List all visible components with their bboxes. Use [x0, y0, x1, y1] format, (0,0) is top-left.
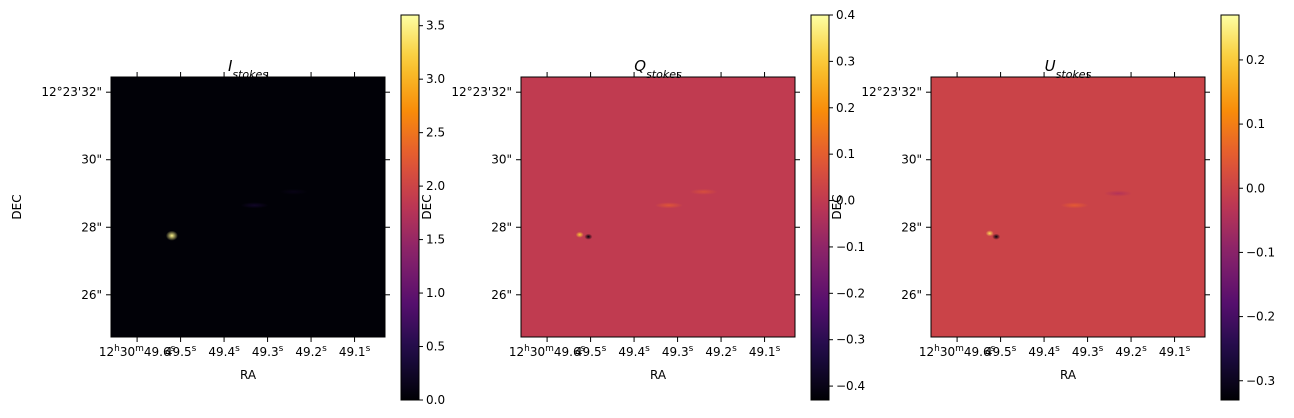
stokes-q-x-tick-label: 49.5s [575, 344, 607, 359]
stokes-u-x-axis-label: RA [1060, 368, 1077, 382]
stokes-u-colorbar [1220, 14, 1240, 401]
stokes-u-y-tick-label: 26" [901, 288, 922, 302]
panel-stokes-i: 12h30m49.6s 49.5s 49.4s 49.3s 49.2s 49.1s 12°2… [0, 0, 445, 418]
stokes-q-colorbar-tick-label: −0.1 [836, 240, 865, 254]
stokes-i-y-tick-label: 26" [81, 288, 102, 302]
stokes-u-colorbar-tick-label: −0.2 [1246, 310, 1275, 324]
stokes-i-x-tick-label: 49.3s [252, 344, 284, 359]
stokes-u-x-tick-label: 49.2s [1115, 344, 1147, 359]
stokes-u-x-tick-label: 49.4s [1028, 344, 1060, 359]
stokes-i-colorbar-tick-label: 2.5 [426, 126, 445, 140]
stokes-i-y-tick-label: 28" [81, 220, 102, 234]
stokes-i-colorbar-tick-label: 3.5 [426, 19, 445, 33]
stokes-i-colorbar-tick-label: 0.0 [426, 393, 445, 407]
stokes-i-y-tick-label: 30" [81, 153, 102, 167]
stokes-q-y-axis-label: DEC [420, 194, 434, 219]
stokes-q-y-tick-label: 12°23'32" [451, 85, 512, 99]
stokes-q-colorbar [810, 14, 830, 401]
stokes-q-colorbar-tick-label: −0.3 [836, 333, 865, 347]
stokes-u-feature-blob [1104, 190, 1133, 197]
stokes-q-colorbar-tick-label: −0.4 [836, 379, 865, 393]
stokes-u-colorbar-tick-label: 0.0 [1246, 181, 1265, 195]
stokes-i-feature-blob [240, 202, 269, 209]
stokes-u-x-tick-label: 49.1s [1159, 344, 1191, 359]
stokes-u-x-tick-label: 49.3s [1072, 344, 1104, 359]
stokes-u-feature-dipole-neg [992, 233, 1001, 240]
stokes-i-colorbar-tick-label: 1.0 [426, 286, 445, 300]
stokes-q-colorbar-tick-label: 0.2 [836, 101, 855, 115]
stokes-q-x-tick-label: 49.1s [749, 344, 781, 359]
stokes-q-axes-frame [520, 76, 796, 338]
stokes-q-y-tick-label: 30" [491, 153, 512, 167]
stokes-i-colorbar-tick-label: 1.5 [426, 233, 445, 247]
stokes-q-feature-dipole-neg [584, 233, 593, 240]
stokes-i-colorbar-tick-label: 3.0 [426, 72, 445, 86]
stokes-q-feature-blob [654, 202, 683, 209]
stokes-i-x-tick-label: 49.4s [208, 344, 240, 359]
stokes-i-x-tick-label: 49.2s [295, 344, 327, 359]
stokes-i-y-tick-label: 12°23'32" [41, 85, 102, 99]
stokes-u-x-tick-label: 49.5s [985, 344, 1017, 359]
stokes-u-colorbar-tick-label: 0.2 [1246, 53, 1265, 67]
stokes-i-colorbar [400, 14, 420, 401]
stokes-u-colorbar-tick-label: −0.1 [1246, 245, 1275, 259]
stokes-q-colorbar-tick-label: 0.4 [836, 8, 855, 22]
stokes-i-feature-peak [165, 230, 178, 241]
stokes-u-y-axis-label: DEC [830, 194, 844, 219]
stokes-u-axes-frame [930, 76, 1206, 338]
stokes-q-colorbar-tick-label: −0.2 [836, 286, 865, 300]
stokes-i-x-axis-label: RA [240, 368, 257, 382]
stokes-i-feature-blob [279, 188, 308, 195]
stokes-q-colorbar-tick-label: 0.3 [836, 54, 855, 68]
stokes-u-feature-blob [1060, 202, 1089, 209]
stokes-q-colorbar-tick-label: 0.0 [836, 194, 855, 208]
stokes-u-y-tick-label: 30" [901, 153, 922, 167]
stokes-u-y-tick-label: 28" [901, 220, 922, 234]
stokes-q-x-tick-label: 49.4s [618, 344, 650, 359]
stokes-i-y-axis-label: DEC [10, 194, 24, 219]
panel-stokes-u: 12h30m49.6s 49.5s 49.4s 49.3s 49.2s 49.1s 12°2… [820, 0, 1275, 418]
stokes-i-x-tick-label: 49.5s [165, 344, 197, 359]
stokes-q-feature-dipole-pos [575, 231, 584, 238]
stokes-u-colorbar-tick-label: −0.3 [1246, 374, 1275, 388]
stokes-q-feature-blob [689, 188, 718, 195]
stokes-q-x-axis-label: RA [650, 368, 667, 382]
panel-stokes-q: 12h30m49.6s 49.5s 49.4s 49.3s 49.2s 49.1s 12°2… [410, 0, 865, 418]
stokes-q-x-tick-label: 49.2s [705, 344, 737, 359]
stokes-u-y-tick-label: 12°23'32" [861, 85, 922, 99]
stokes-q-x-tick-label: 49.3s [662, 344, 694, 359]
stokes-i-colorbar-tick-label: 0.5 [426, 340, 445, 354]
stokes-q-y-tick-label: 26" [491, 288, 512, 302]
stokes-i-colorbar-tick-label: 2.0 [426, 179, 445, 193]
stokes-u-feature-dipole-pos [985, 230, 994, 237]
stokes-i-title: Istokes [228, 57, 268, 81]
stokes-i-axes-frame [110, 76, 386, 338]
stokes-q-y-tick-label: 28" [491, 220, 512, 234]
stokes-u-colorbar-tick-label: 0.1 [1246, 117, 1265, 131]
stokes-i-x-tick-label: 49.1s [339, 344, 371, 359]
stokes-q-colorbar-tick-label: 0.1 [836, 147, 855, 161]
